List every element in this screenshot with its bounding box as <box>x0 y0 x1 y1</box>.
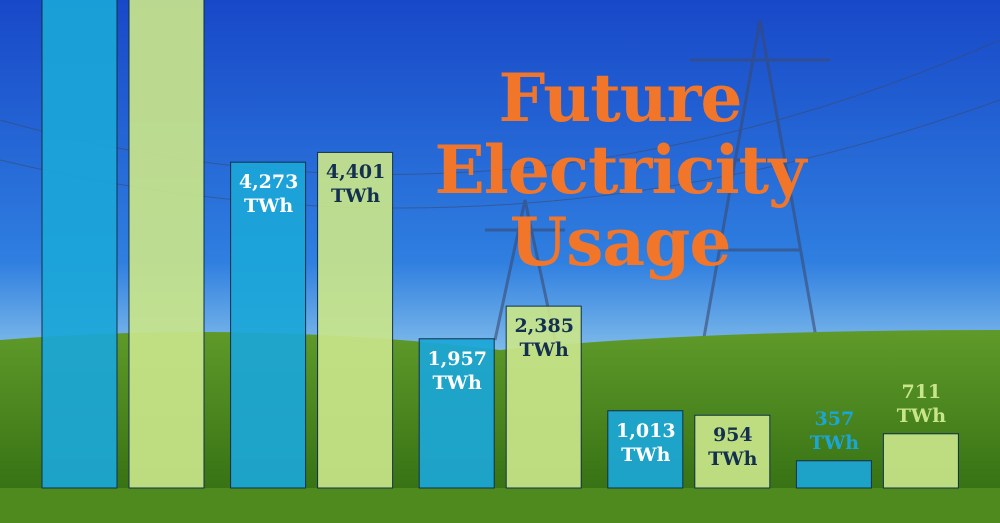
value-label: 2,385 TWh <box>514 315 574 362</box>
bar <box>41 0 118 489</box>
bar <box>607 410 684 489</box>
value-label: 1,957 TWh <box>427 347 487 394</box>
chart-title: Future Electricity Usage <box>434 59 807 281</box>
value-label: 357 TWh <box>809 407 860 454</box>
bar <box>418 338 495 489</box>
ground <box>0 488 1000 523</box>
value-label: 711 TWh <box>896 380 947 427</box>
bar <box>882 433 959 489</box>
bar <box>230 161 307 489</box>
value-label: 4,401 TWh <box>325 161 386 208</box>
value-label: 4,273 TWh <box>238 171 299 218</box>
bar <box>505 305 582 489</box>
bar <box>317 151 394 489</box>
value-label: 954 TWh <box>708 424 758 471</box>
value-label: 1,013 TWh <box>616 419 676 466</box>
bar <box>694 414 771 489</box>
bar <box>128 0 205 489</box>
bar <box>795 460 872 489</box>
